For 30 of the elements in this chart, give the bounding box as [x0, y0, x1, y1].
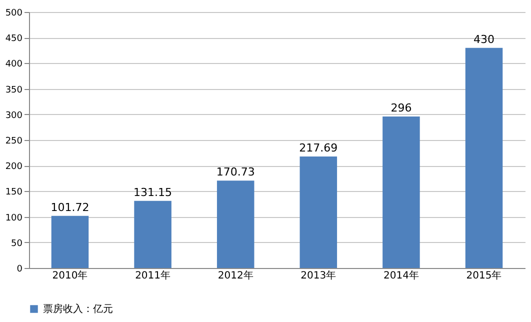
data-label: 296	[390, 101, 412, 114]
bar	[134, 200, 172, 268]
data-label: 101.72	[50, 200, 90, 214]
y-tick-label: 300	[5, 110, 23, 121]
bar	[382, 116, 420, 268]
y-tick-label: 350	[5, 85, 23, 96]
x-tick-label: 2013年	[300, 270, 336, 282]
y-tick-label: 150	[5, 188, 23, 198]
x-tick-label: 2015年	[466, 270, 502, 282]
data-label: 430	[474, 32, 495, 46]
y-tick-label: 450	[5, 34, 23, 44]
x-tick-label: 2014年	[383, 270, 419, 282]
y-tick-label: 200	[5, 162, 23, 172]
y-tick-label: 500	[5, 8, 23, 18]
data-label: 131.15	[134, 186, 172, 199]
legend-label: 票房收入：亿元	[43, 303, 113, 315]
data-label: 217.69	[299, 142, 338, 155]
y-tick-label: 250	[5, 136, 23, 146]
y-tick-label: 50	[11, 238, 23, 249]
bar	[465, 48, 503, 268]
y-tick-label: 0	[16, 264, 23, 274]
y-tick-label: 100	[5, 213, 23, 224]
x-tick-label: 2012年	[218, 270, 254, 282]
bar	[51, 216, 89, 268]
bar	[216, 180, 254, 268]
x-tick-label: 2010年	[52, 270, 88, 282]
data-label: 170.73	[216, 166, 255, 179]
x-tick-label: 2011年	[135, 270, 171, 282]
bar	[300, 156, 338, 268]
y-tick-label: 400	[5, 60, 23, 70]
